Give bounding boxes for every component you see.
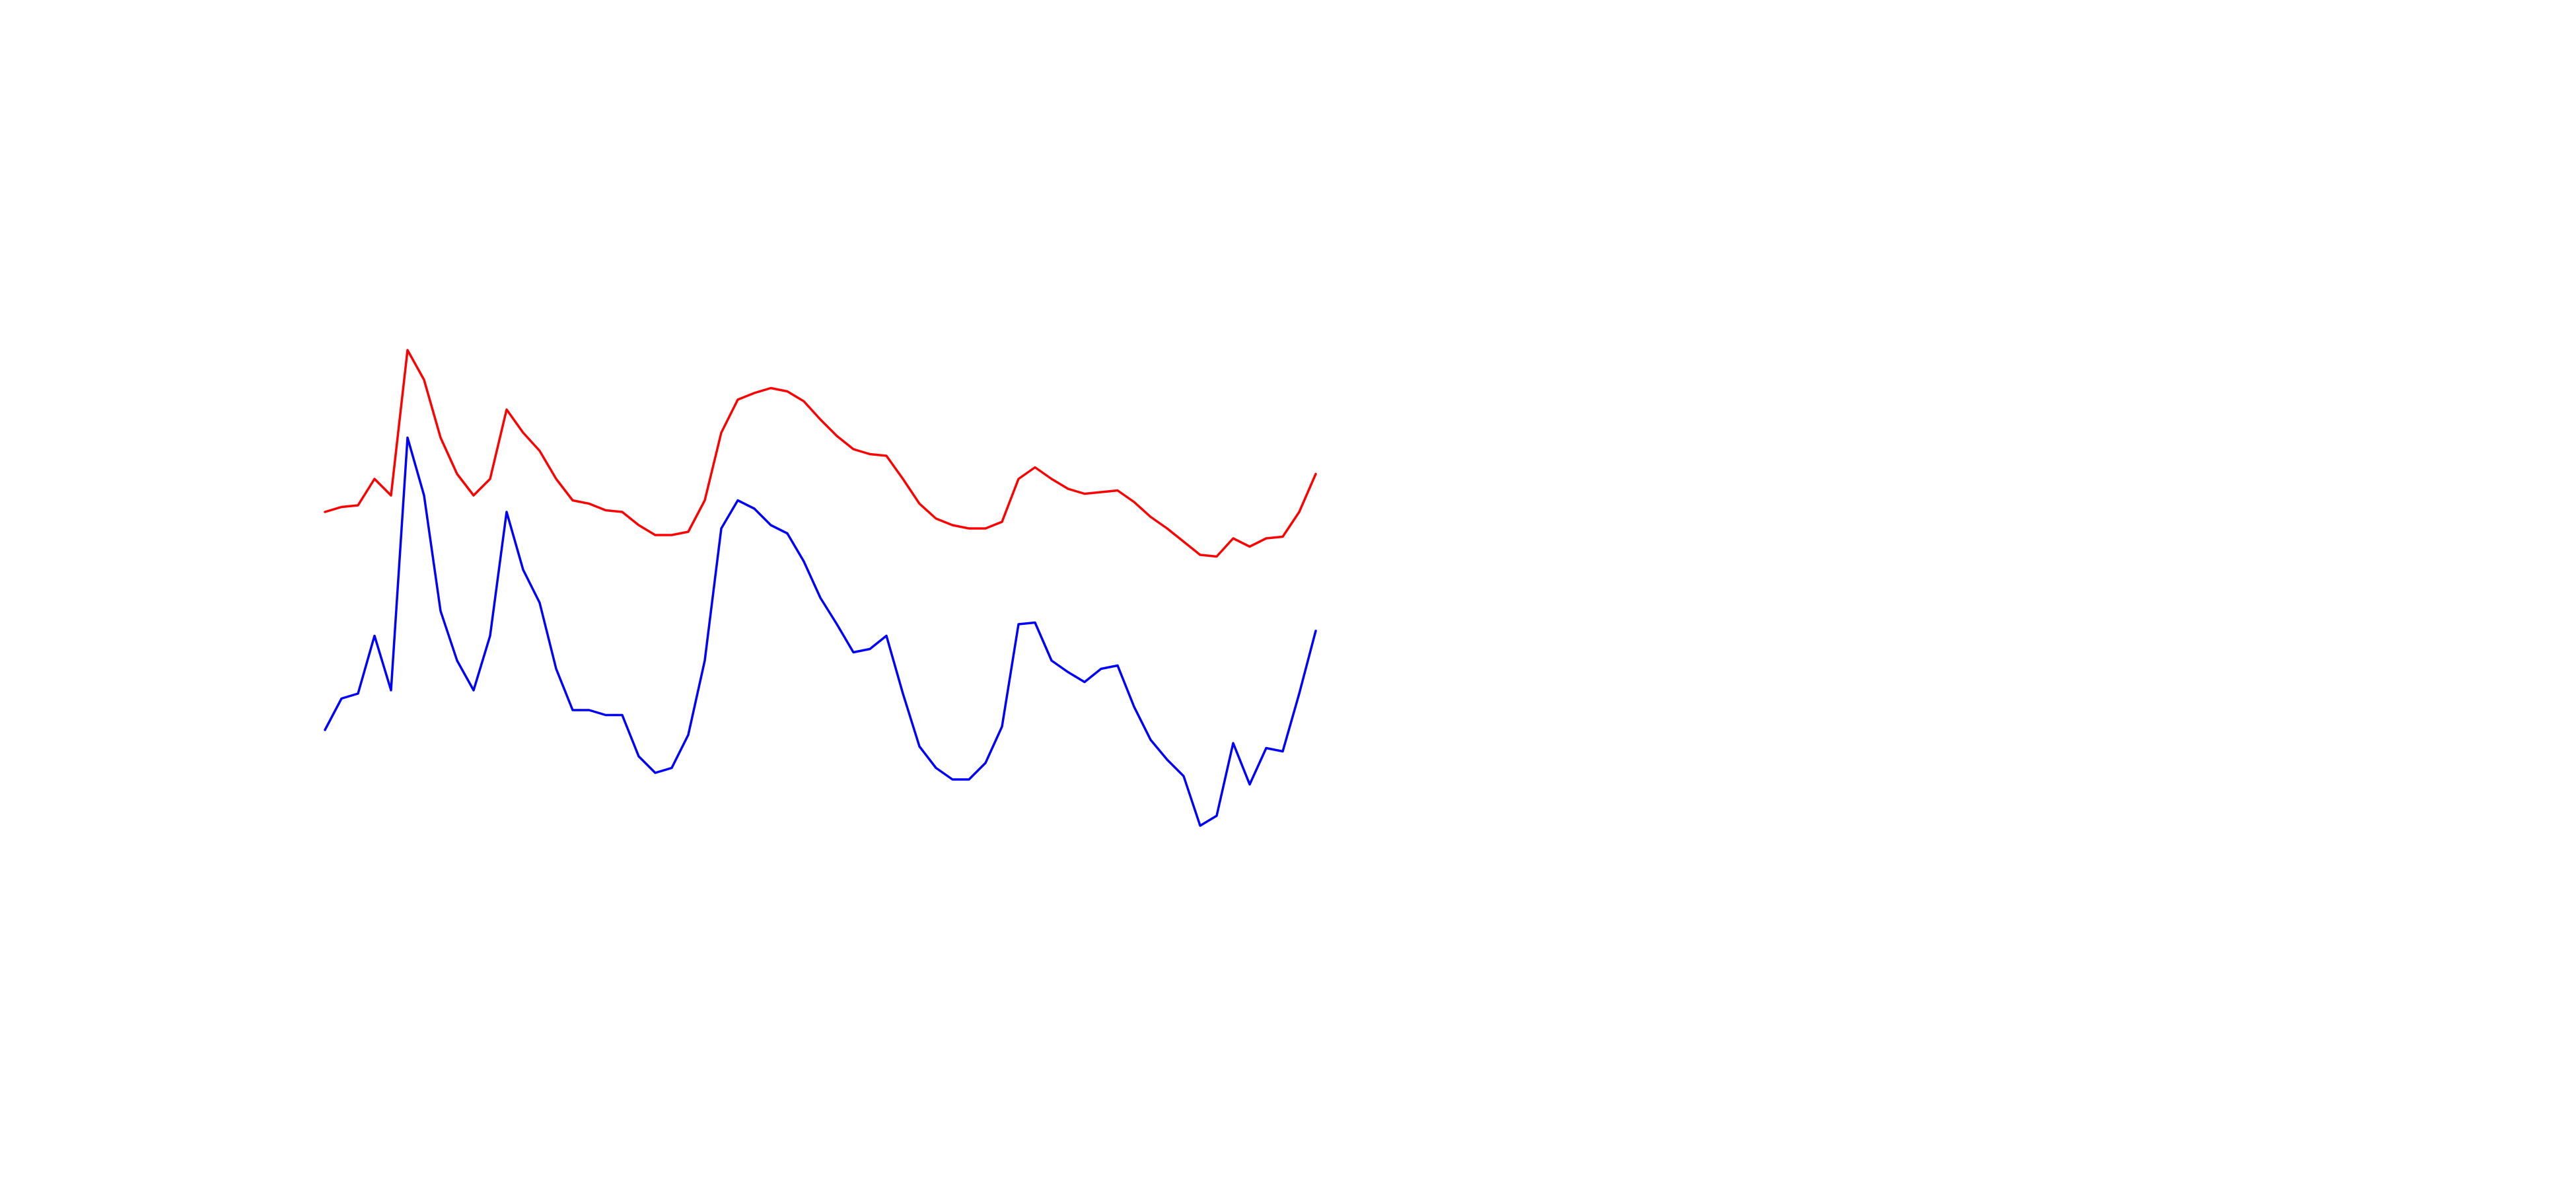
data-line [324,436,1317,827]
data-line [324,349,1317,558]
